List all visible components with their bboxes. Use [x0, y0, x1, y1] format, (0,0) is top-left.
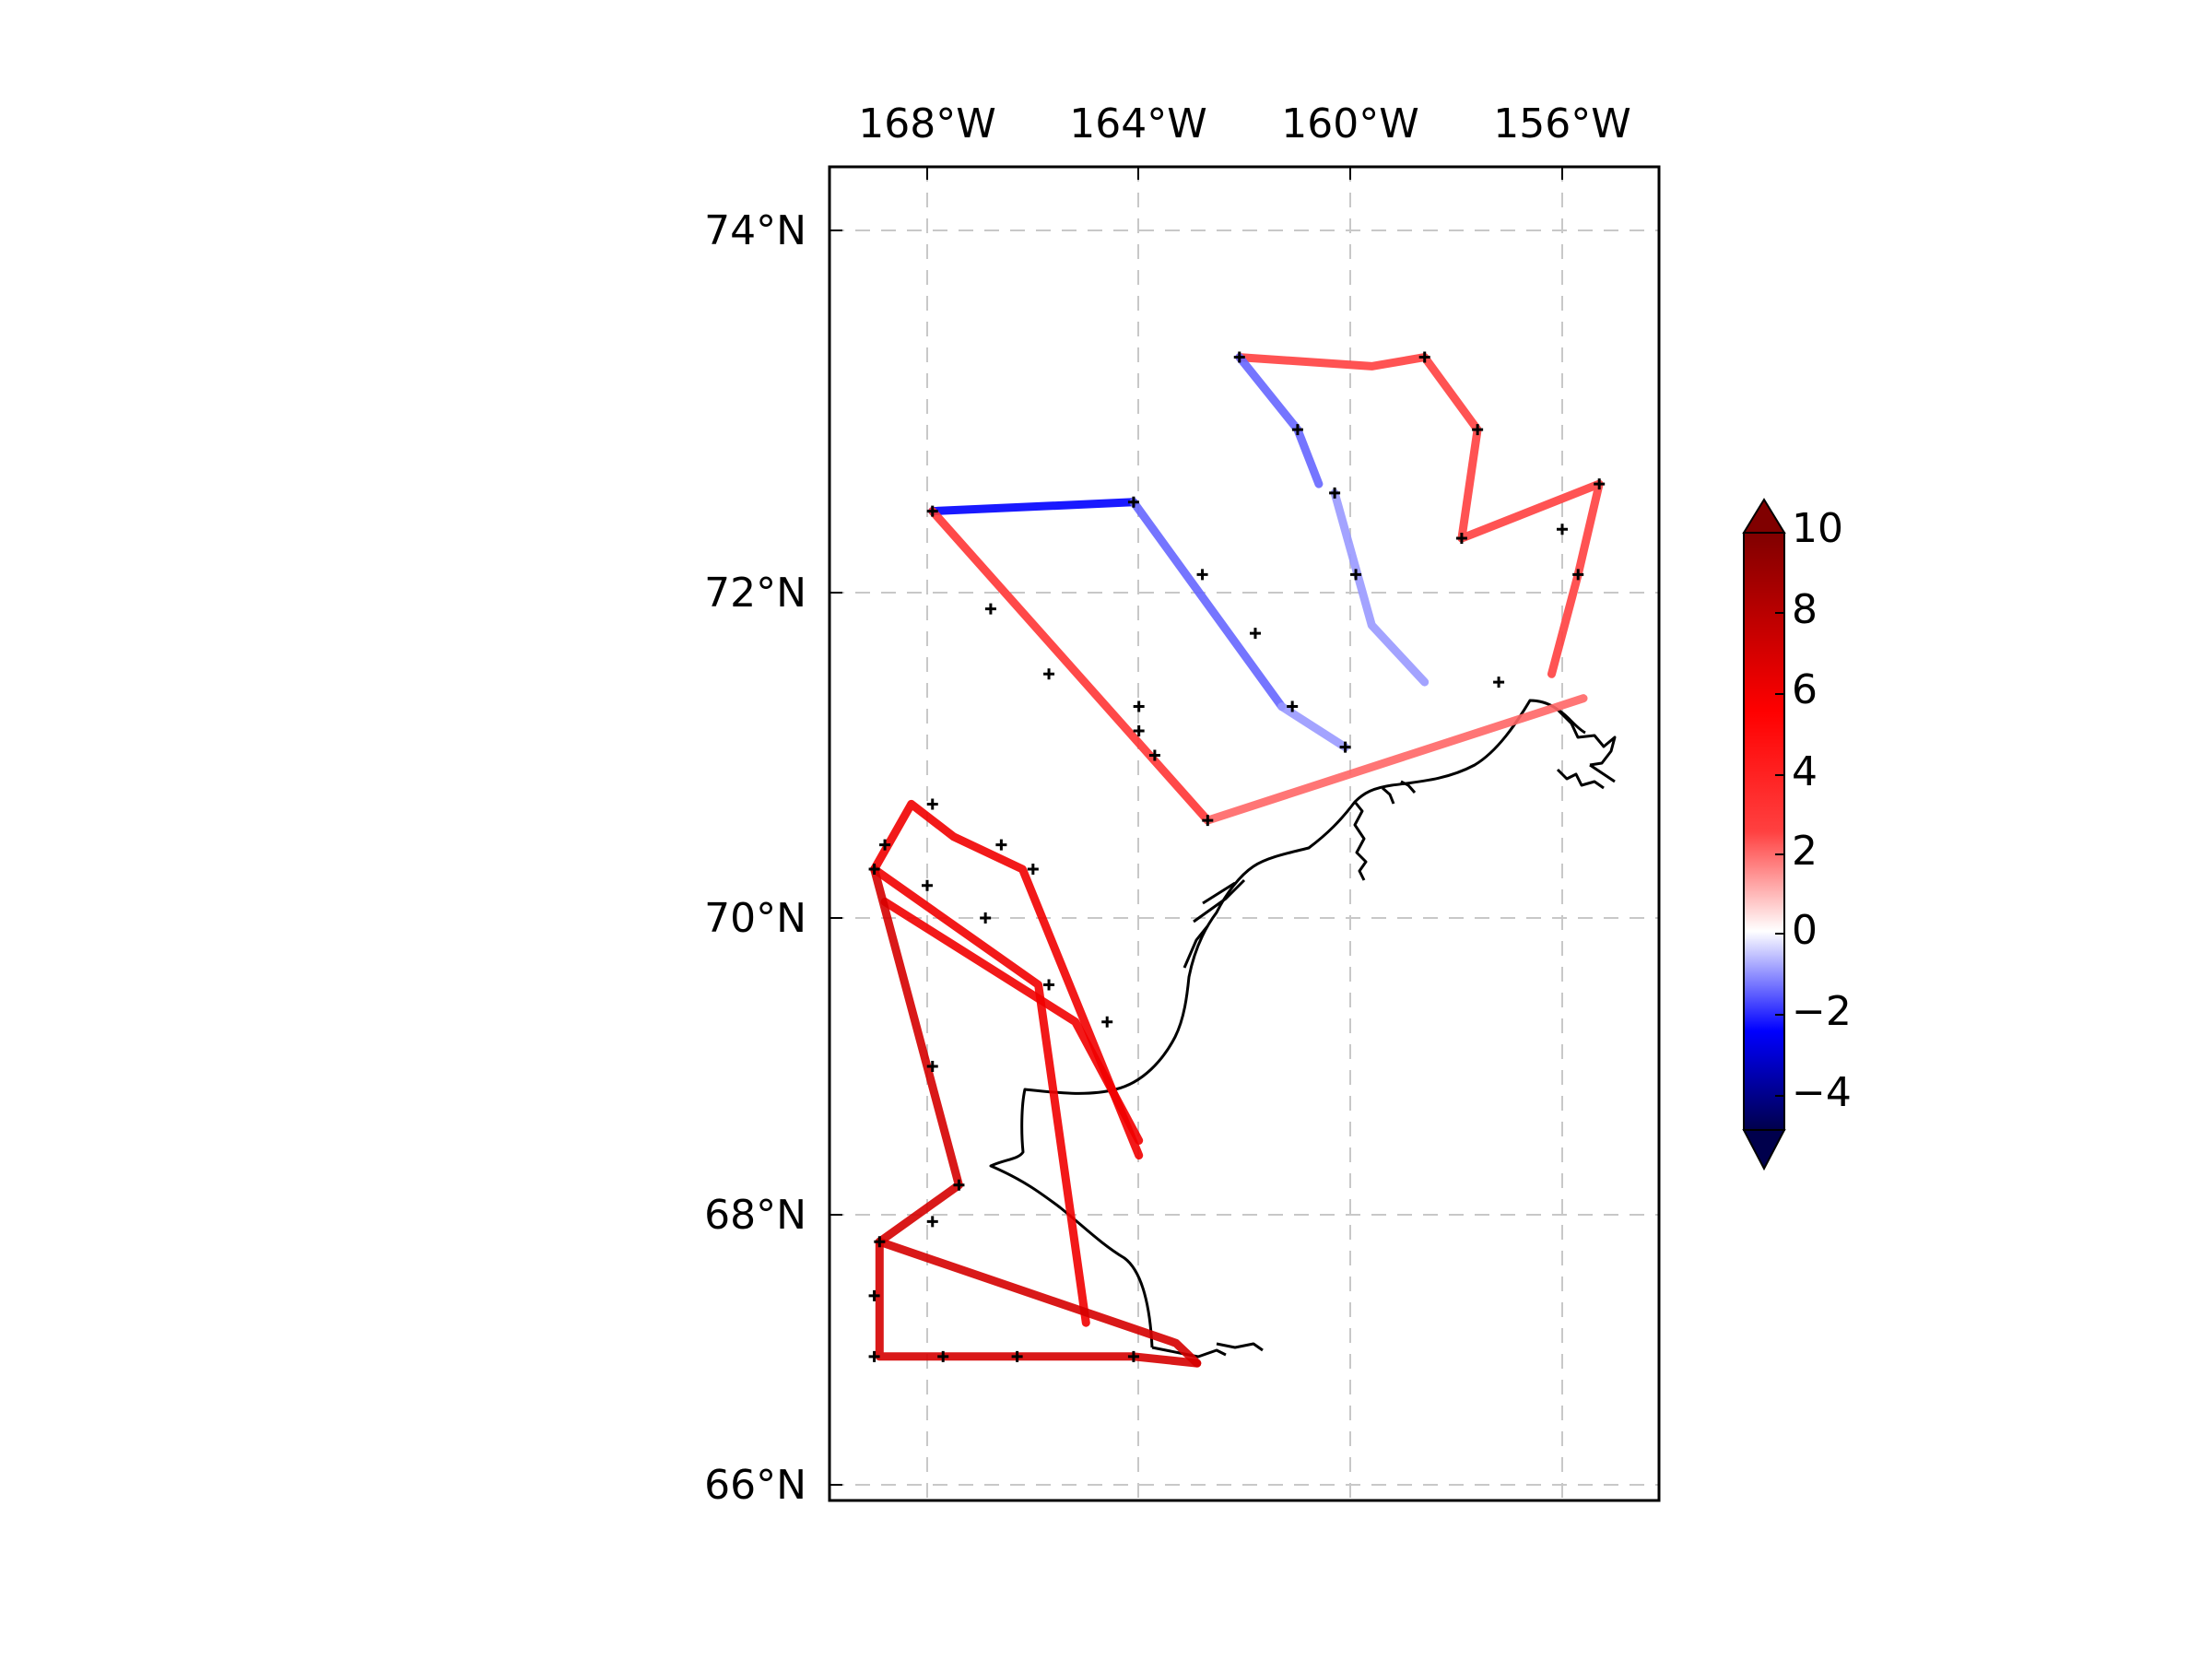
ship-track-segment [875, 1237, 1202, 1368]
station-marker [926, 798, 938, 810]
ship-track-segment [1330, 488, 1430, 687]
ship-tracks [870, 353, 1604, 1368]
coastline-barrow-islands [1556, 708, 1617, 790]
ship-track-segment [870, 799, 1144, 1160]
station-marker [1027, 864, 1039, 876]
colorbar-tick-neg2: −2 [1792, 988, 1852, 1035]
lon-label-164w: 164°W [1069, 100, 1207, 147]
station-marker [1127, 1350, 1139, 1362]
station-marker [874, 1236, 886, 1248]
station-marker [1329, 487, 1341, 499]
ship-track-segment [928, 507, 1212, 825]
station-marker [937, 1350, 949, 1362]
ship-track-segment [870, 865, 1202, 1368]
coastline-point-hope-lagoon [1182, 878, 1246, 969]
station-marker [1133, 700, 1145, 712]
station-marker [1011, 1350, 1023, 1362]
colorbar-tick-4: 4 [1792, 748, 1818, 795]
station-marker [1291, 424, 1303, 436]
station-marker [980, 912, 992, 924]
station-marker [953, 1179, 965, 1191]
ship-track-segment [1277, 702, 1350, 752]
station-marker [926, 505, 938, 517]
station-marker [922, 879, 933, 891]
station-marker [1233, 351, 1245, 363]
station-marker [984, 603, 996, 615]
station-marker [1043, 979, 1055, 991]
ship-track-segment [1235, 353, 1604, 678]
station-marker [995, 839, 1007, 851]
station-marker [1133, 725, 1145, 737]
station-marker [1287, 700, 1299, 712]
coastline [989, 699, 1617, 1359]
plot-frame [828, 165, 1661, 1502]
station-marker [1472, 424, 1484, 436]
colorbar-tick-2: 2 [1792, 828, 1818, 875]
ship-track-segment [1235, 353, 1324, 488]
station-marker [1418, 351, 1430, 363]
colorbar-tick-6: 6 [1792, 666, 1818, 713]
colorbar-tick-8: 8 [1792, 586, 1818, 633]
station-marker [1557, 524, 1568, 535]
colorbar-tick-0: 0 [1792, 907, 1818, 954]
lat-label-66n: 66°N [704, 1462, 806, 1509]
ship-track-segment [928, 498, 1138, 516]
lon-label-160w: 160°W [1281, 100, 1419, 147]
lat-label-68n: 68°N [704, 1192, 806, 1239]
station-marker [1339, 741, 1351, 753]
station-marker [1196, 569, 1208, 581]
station-marker [1455, 533, 1467, 545]
colorbar-extend-bottom [1742, 1129, 1786, 1171]
coastline-kotzebue [1151, 1342, 1264, 1359]
station-marker [1572, 569, 1584, 581]
lon-label-168w: 168°W [858, 100, 996, 147]
station-marker [868, 1350, 880, 1362]
station-markers [868, 351, 1606, 1362]
ship-track-segment [1203, 694, 1588, 825]
station-marker [1249, 628, 1261, 640]
tick-marks [830, 167, 1563, 1486]
colorbar-gradient [1743, 532, 1785, 1131]
station-marker [1202, 815, 1214, 827]
station-marker [1101, 1016, 1113, 1028]
station-marker [1043, 668, 1055, 680]
lon-label-156w: 156°W [1493, 100, 1631, 147]
ship-track-segment [870, 865, 1090, 1327]
station-marker [1594, 478, 1606, 490]
ship-track-segment [1129, 498, 1287, 712]
coastline-alaska [989, 699, 1586, 1348]
station-marker [1350, 569, 1362, 581]
lat-label-70n: 70°N [704, 895, 806, 942]
colorbar-tick-neg4: −4 [1792, 1069, 1852, 1116]
station-marker [879, 839, 891, 851]
colorbar-tick-10: 10 [1792, 505, 1843, 552]
station-marker [926, 1061, 938, 1072]
station-marker [926, 1216, 938, 1228]
lat-label-72n: 72°N [704, 570, 806, 617]
colorbar: 10 8 6 4 2 0 −2 −4 [1742, 498, 1852, 1171]
ship-track-segment [880, 897, 1144, 1145]
station-marker [1148, 749, 1160, 761]
lat-label-74n: 74°N [704, 207, 806, 254]
station-marker [1493, 677, 1505, 688]
coastline-wainwright-inlets [1353, 780, 1417, 881]
station-marker [868, 864, 880, 876]
colorbar-extend-top [1742, 498, 1786, 534]
station-marker [868, 1289, 880, 1301]
station-marker [1127, 496, 1139, 508]
